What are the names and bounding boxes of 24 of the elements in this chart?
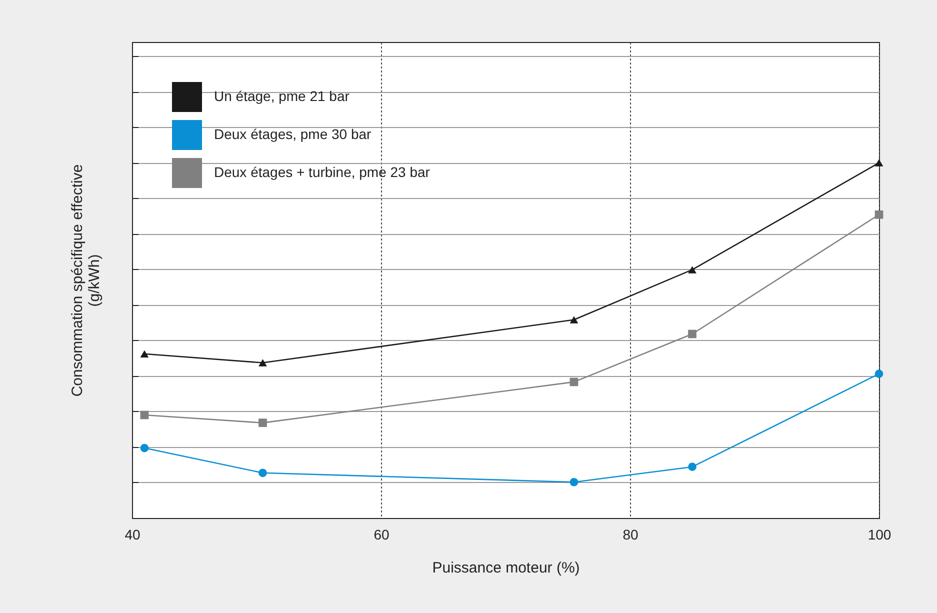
point [140, 350, 149, 358]
x-tick-label: 100 [868, 526, 892, 542]
point [258, 418, 267, 427]
point [140, 444, 149, 452]
point [570, 478, 578, 486]
point [688, 266, 696, 274]
point [874, 370, 884, 378]
point [140, 410, 149, 420]
point [258, 468, 267, 478]
y-axis-title: Consommation spécifique effective (g/kWh) [69, 164, 103, 397]
point [688, 330, 696, 338]
legend-label: Deux étages + turbine, pme 23 bar [214, 164, 430, 180]
point [874, 210, 884, 219]
point [688, 462, 696, 472]
x-tick-label: 60 [374, 526, 390, 542]
point [874, 159, 884, 166]
point [570, 316, 578, 324]
x-tick-label: 80 [622, 526, 638, 542]
legend-label: Deux étages, pme 30 bar [214, 126, 372, 142]
legend-label: Un étage, pme 21 bar [214, 88, 350, 104]
point [258, 359, 267, 366]
point [570, 378, 578, 386]
x-axis-title: Puissance moteur (%) [432, 560, 580, 576]
x-tick-label: 40 [124, 526, 140, 542]
